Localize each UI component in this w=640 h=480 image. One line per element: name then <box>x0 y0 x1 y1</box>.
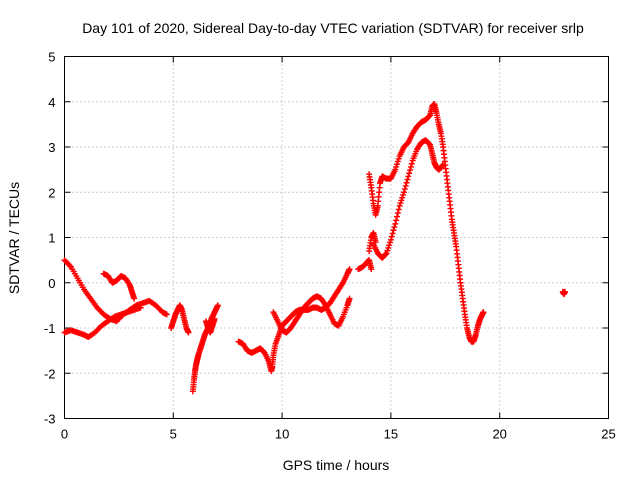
data-point <box>402 182 409 189</box>
data-point <box>396 202 403 209</box>
data-point <box>393 213 400 220</box>
data-point <box>386 242 393 249</box>
data-point <box>389 230 396 237</box>
data-point <box>387 236 394 243</box>
data-point <box>394 158 401 165</box>
data-point <box>407 167 414 174</box>
data-point <box>385 244 392 251</box>
data-point <box>561 288 568 295</box>
data-point <box>185 329 192 336</box>
data-point <box>393 163 400 170</box>
data-point <box>400 191 407 198</box>
data-point <box>392 220 399 227</box>
data-point <box>214 302 221 309</box>
data-points <box>61 101 568 395</box>
data-point <box>211 315 218 322</box>
data-point <box>407 163 414 170</box>
data-point <box>388 233 395 240</box>
data-point <box>399 194 406 201</box>
data-point <box>387 239 394 246</box>
data-point <box>346 266 353 273</box>
data-point <box>405 173 412 180</box>
y-tick-label: 4 <box>48 95 55 110</box>
data-point <box>408 160 415 167</box>
x-axis-label: GPS time / hours <box>283 457 390 473</box>
x-tick-label: 15 <box>384 427 398 442</box>
x-tick-labels: 0 5 10 15 20 25 <box>61 427 616 442</box>
x-tick-label: 0 <box>61 427 68 442</box>
data-point <box>382 251 389 258</box>
data-point <box>383 250 390 257</box>
data-point <box>397 200 404 207</box>
plot-frame <box>64 56 609 419</box>
y-axis-label: SDTVAR / TECUs <box>6 182 22 294</box>
x-tick-label: 5 <box>170 427 177 442</box>
data-point <box>395 155 402 162</box>
data-point <box>403 179 410 186</box>
data-point <box>392 166 399 173</box>
data-point <box>406 170 413 177</box>
data-point <box>346 295 353 302</box>
data-point <box>393 217 400 224</box>
x-tick-label: 10 <box>275 427 289 442</box>
y-tick-label: 1 <box>48 231 55 246</box>
data-point <box>440 162 447 169</box>
y-tick-label: 2 <box>48 185 55 200</box>
data-point <box>404 176 411 183</box>
data-point <box>131 295 138 302</box>
data-point <box>163 311 170 318</box>
y-tick-label: -3 <box>44 412 56 427</box>
data-point <box>384 247 391 254</box>
data-point <box>137 304 144 311</box>
data-point <box>400 189 407 196</box>
y-tick-label: -2 <box>44 366 56 381</box>
data-point <box>391 224 398 231</box>
data-point <box>395 206 402 213</box>
data-point <box>393 161 400 168</box>
y-tick-label: 5 <box>48 50 55 65</box>
y-tick-labels: -3 -2 -1 0 1 2 3 4 5 <box>44 50 56 427</box>
data-point <box>401 186 408 193</box>
data-point <box>368 266 375 273</box>
chart-title: Day 101 of 2020, Sidereal Day-to-day VTE… <box>82 20 584 36</box>
y-tick-label: 0 <box>48 276 55 291</box>
data-point <box>394 210 401 217</box>
grid <box>64 56 609 419</box>
data-point <box>398 197 405 204</box>
x-tick-label: 25 <box>601 427 615 442</box>
y-tick-label: 3 <box>48 140 55 155</box>
y-tick-label: -1 <box>44 321 56 336</box>
x-tick-label: 20 <box>492 427 506 442</box>
data-point <box>390 227 397 234</box>
data-point <box>480 309 487 316</box>
